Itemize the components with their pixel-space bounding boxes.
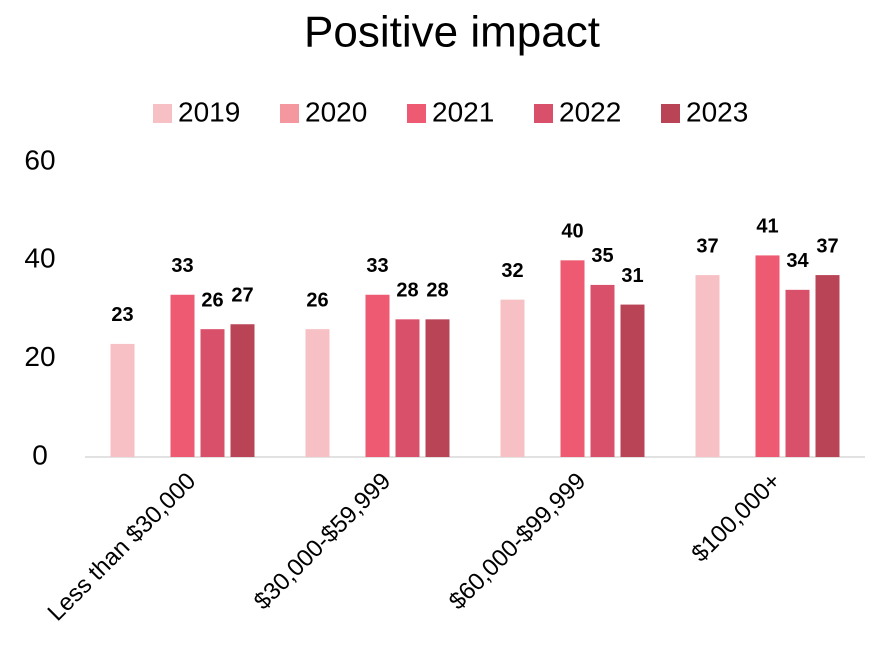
data-label: 32 <box>501 260 523 282</box>
data-label: 33 <box>366 255 388 277</box>
x-tick-label: $100,000+ <box>686 468 786 568</box>
y-tick-label: 20 <box>24 341 55 372</box>
bar <box>590 284 615 457</box>
data-label: 31 <box>621 265 643 287</box>
legend-swatch <box>407 104 426 123</box>
bar <box>200 329 225 457</box>
data-label: 35 <box>591 245 613 267</box>
legend-swatch <box>534 104 553 123</box>
bar <box>815 275 840 457</box>
data-label: 26 <box>201 289 223 311</box>
bar <box>305 329 330 457</box>
data-label: 41 <box>756 216 778 238</box>
data-label: 27 <box>231 285 253 307</box>
x-tick-label: $60,000-$99,999 <box>444 468 591 615</box>
legend-label: 2019 <box>178 96 240 127</box>
bar <box>365 294 390 457</box>
data-label: 37 <box>696 235 718 257</box>
legend-label: 2023 <box>686 96 748 127</box>
bar <box>560 260 585 457</box>
x-tick-label: Less than $30,000 <box>42 468 201 627</box>
y-tick-label: 40 <box>24 243 55 274</box>
bar <box>755 255 780 457</box>
bar <box>500 299 525 457</box>
bar <box>620 304 645 457</box>
bar <box>695 275 720 457</box>
data-label: 37 <box>816 235 838 257</box>
bar <box>230 324 255 457</box>
x-tick-label: $30,000-$59,999 <box>249 468 396 615</box>
legend-label: 2020 <box>305 96 367 127</box>
bar <box>395 319 420 457</box>
bar <box>110 343 135 457</box>
data-label: 23 <box>111 304 133 326</box>
bar <box>785 289 810 457</box>
chart-title: Positive impact <box>304 8 600 57</box>
data-label: 26 <box>306 289 328 311</box>
data-label: 28 <box>426 280 448 302</box>
legend-swatch <box>153 104 172 123</box>
legend-label: 2022 <box>559 96 621 127</box>
data-label: 28 <box>396 280 418 302</box>
legend-swatch <box>661 104 680 123</box>
bar <box>425 319 450 457</box>
data-label: 33 <box>171 255 193 277</box>
data-label: 40 <box>561 221 583 243</box>
y-tick-label: 0 <box>32 439 48 470</box>
legend-label: 2021 <box>432 96 494 127</box>
legend-swatch <box>280 104 299 123</box>
bar <box>170 294 195 457</box>
y-tick-label: 60 <box>24 144 55 175</box>
data-label: 34 <box>786 250 809 272</box>
